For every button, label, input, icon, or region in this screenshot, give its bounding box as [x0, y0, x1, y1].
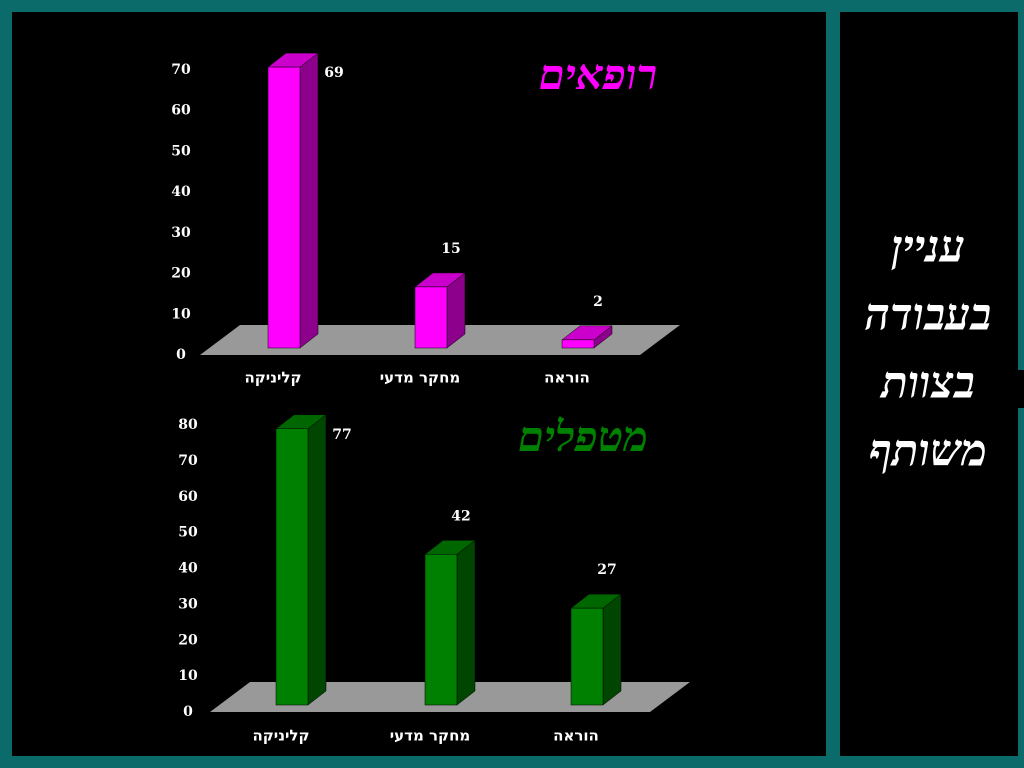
bar-front: [424, 554, 458, 706]
y-tick-label: 80: [178, 417, 198, 433]
y-tick-label: 30: [171, 225, 191, 241]
y-tick-label: 10: [178, 668, 198, 684]
edge-mark: [1018, 370, 1024, 408]
bar-side: [299, 52, 319, 349]
value-label: 15: [441, 241, 460, 257]
value-label: 27: [597, 562, 616, 578]
y-tick-label: 60: [171, 103, 191, 119]
bar-front: [570, 607, 604, 706]
y-tick-label: 20: [171, 266, 191, 282]
value-label: 2: [593, 294, 603, 310]
bar: [570, 593, 622, 706]
side-panel: [840, 12, 1018, 756]
bar-front: [414, 286, 448, 349]
bar: [267, 52, 319, 349]
value-label: 42: [451, 508, 470, 524]
side-title-line: בצוות: [879, 358, 975, 409]
y-tick-label: 70: [171, 62, 191, 78]
chart-panel: [12, 12, 826, 756]
bar-front: [561, 339, 595, 349]
y-tick-label: 50: [171, 143, 191, 159]
y-tick-label: 40: [171, 184, 191, 200]
x-tick-label: מחקר מדעי: [390, 727, 471, 745]
chart-title: רופאים: [539, 50, 657, 99]
bar: [561, 325, 613, 349]
side-title-line: משותף: [869, 426, 987, 477]
y-tick-label: 50: [178, 525, 198, 541]
y-tick-label: 60: [178, 489, 198, 505]
bar: [414, 272, 466, 349]
x-tick-label: קליניקה: [252, 727, 309, 745]
y-tick-label: 70: [178, 453, 198, 469]
x-tick-label: הוראה: [544, 369, 590, 387]
chart-title: מטפלים: [518, 412, 648, 461]
y-tick-label: 40: [178, 561, 198, 577]
side-title-line: עניין: [891, 222, 965, 273]
bar: [275, 414, 327, 706]
bar-front: [267, 66, 301, 349]
x-tick-label: מחקר מדעי: [380, 369, 461, 387]
x-tick-label: קליניקה: [244, 369, 301, 387]
bar-side: [307, 414, 327, 706]
y-tick-label: 10: [171, 306, 191, 322]
side-title: עניין בעבודה בצוות משותף: [865, 222, 992, 477]
bar-side: [602, 593, 622, 706]
y-tick-label: 20: [178, 632, 198, 648]
bar-front: [275, 428, 309, 706]
x-tick-label: הוראה: [553, 727, 599, 745]
y-tick-label: 0: [183, 704, 193, 720]
value-label: 77: [332, 427, 351, 443]
bar: [424, 539, 476, 706]
value-label: 69: [324, 65, 343, 81]
y-tick-label: 30: [178, 596, 198, 612]
y-tick-label: 0: [176, 347, 186, 363]
bar-side: [456, 539, 476, 706]
side-title-line: בעבודה: [865, 290, 992, 341]
